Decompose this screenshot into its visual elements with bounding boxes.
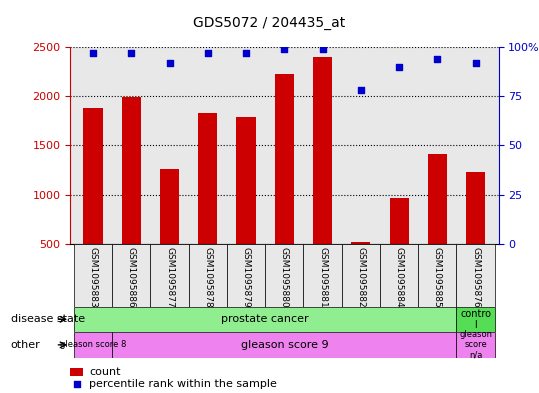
Text: GSM1095876: GSM1095876 [471, 247, 480, 308]
Text: GSM1095884: GSM1095884 [395, 247, 404, 307]
FancyBboxPatch shape [189, 244, 227, 307]
FancyBboxPatch shape [150, 244, 189, 307]
FancyBboxPatch shape [227, 244, 265, 307]
Point [89, 50, 98, 56]
Text: GSM1095880: GSM1095880 [280, 247, 289, 308]
Bar [198, 113, 217, 293]
Bar [237, 117, 255, 293]
Point [204, 50, 212, 56]
Text: GSM1095878: GSM1095878 [203, 247, 212, 308]
Text: count: count [89, 367, 121, 377]
Text: contro
l: contro l [460, 309, 491, 330]
Bar [428, 154, 447, 293]
Text: gleason score 9: gleason score 9 [240, 340, 328, 350]
Text: GDS5072 / 204435_at: GDS5072 / 204435_at [194, 16, 345, 30]
FancyBboxPatch shape [265, 244, 303, 307]
Text: disease state: disease state [11, 314, 85, 324]
Text: GSM1095885: GSM1095885 [433, 247, 442, 308]
FancyBboxPatch shape [74, 332, 112, 358]
Text: GSM1095879: GSM1095879 [241, 247, 251, 308]
Point [318, 46, 327, 52]
Text: gleason
score
n/a: gleason score n/a [459, 330, 492, 360]
Point [471, 60, 480, 66]
Text: GSM1095886: GSM1095886 [127, 247, 136, 308]
Point [433, 56, 441, 62]
Text: percentile rank within the sample: percentile rank within the sample [89, 379, 278, 389]
FancyBboxPatch shape [457, 307, 495, 332]
FancyBboxPatch shape [418, 244, 457, 307]
Point [395, 64, 403, 70]
Bar [122, 97, 141, 293]
Bar [84, 108, 102, 293]
Text: prostate cancer: prostate cancer [222, 314, 309, 324]
FancyBboxPatch shape [112, 332, 457, 358]
Point [165, 60, 174, 66]
Point [280, 46, 289, 52]
Point [72, 381, 81, 387]
FancyBboxPatch shape [457, 332, 495, 358]
Text: GSM1095877: GSM1095877 [165, 247, 174, 308]
Text: gleason score 8: gleason score 8 [60, 340, 126, 349]
FancyBboxPatch shape [112, 244, 150, 307]
FancyBboxPatch shape [74, 307, 457, 332]
FancyBboxPatch shape [74, 244, 112, 307]
FancyBboxPatch shape [457, 244, 495, 307]
Text: GSM1095881: GSM1095881 [318, 247, 327, 308]
Bar [70, 368, 83, 376]
Point [127, 50, 136, 56]
FancyBboxPatch shape [342, 244, 380, 307]
Bar [390, 198, 409, 293]
Point [356, 87, 365, 94]
Bar [466, 172, 485, 293]
FancyBboxPatch shape [303, 244, 342, 307]
Bar [275, 73, 294, 293]
Text: other: other [11, 340, 40, 350]
Bar [160, 169, 179, 293]
Bar [351, 242, 370, 293]
Text: GSM1095883: GSM1095883 [88, 247, 98, 308]
FancyBboxPatch shape [380, 244, 418, 307]
Bar [313, 57, 332, 293]
Point [242, 50, 251, 56]
Text: GSM1095882: GSM1095882 [356, 247, 365, 307]
